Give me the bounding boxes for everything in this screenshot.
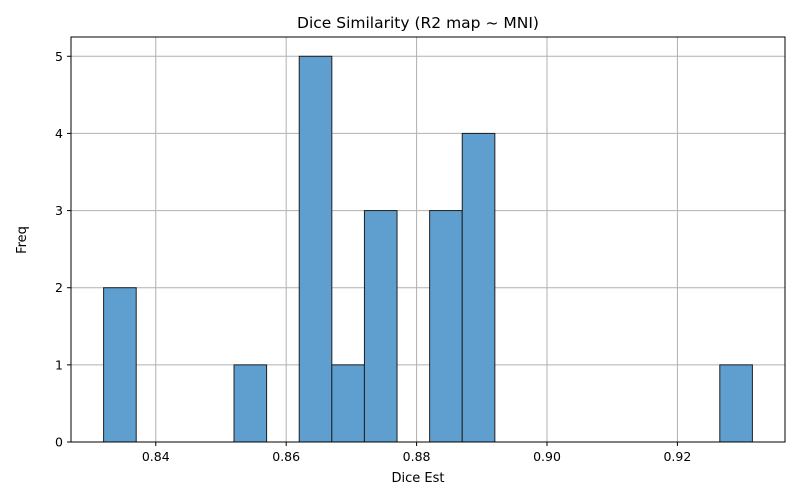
y-tick-label: 0 [55, 435, 63, 450]
grid-layer [71, 37, 785, 443]
histogram-bar [461, 132, 496, 443]
bars-layer [103, 55, 753, 443]
x-axis-label: Dice Est [392, 471, 445, 486]
y-axis-label: Freq [15, 226, 30, 254]
y-tick-label: 1 [55, 357, 63, 372]
y-tick-label: 3 [55, 203, 63, 218]
histogram-bar [429, 210, 463, 443]
histogram-bar [363, 210, 398, 443]
x-tick-label: 0.84 [142, 449, 170, 464]
x-tick-label: 0.92 [663, 449, 691, 464]
y-tick-label: 5 [55, 49, 63, 64]
histogram-bar [298, 55, 333, 443]
x-tick-label: 0.86 [272, 449, 300, 464]
x-tick-label: 0.90 [533, 449, 561, 464]
histogram-bar [103, 287, 137, 443]
y-tick-label: 4 [55, 126, 63, 141]
chart-title: Dice Similarity (R2 map ~ MNI) [297, 14, 539, 32]
histogram-bar [233, 364, 268, 443]
histogram-bar [331, 364, 365, 443]
histogram-bar [719, 364, 753, 443]
y-tick-label: 2 [55, 280, 63, 295]
plot-frame [70, 36, 786, 443]
ticks-layer: 0.84 0.86 0.88 0.90 0.92 0 1 2 3 4 5 [55, 49, 691, 464]
x-tick-label: 0.88 [403, 449, 431, 464]
